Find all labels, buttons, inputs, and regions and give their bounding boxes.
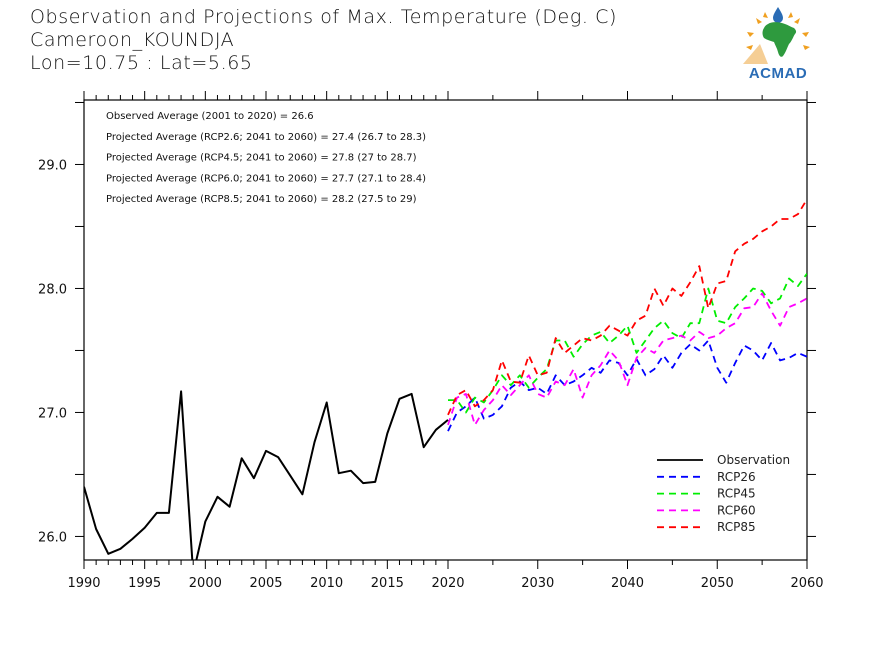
legend-label-rcp45: RCP45 — [717, 487, 756, 501]
series-line-rcp60 — [447, 292, 807, 426]
station-coordinates: Lon=10.75 : Lat=5.65 — [30, 52, 253, 74]
x-tick-label: 2020 — [431, 576, 464, 591]
legend-label-rcp85: RCP85 — [717, 520, 756, 534]
legend-label-observation: Observation — [717, 453, 790, 467]
x-tick-label: 2030 — [521, 576, 554, 591]
x-tick-label: 2010 — [310, 576, 343, 591]
x-tick-label: 1990 — [67, 576, 100, 591]
x-axis-labels: 1990 1995 2000 2005 2010 2015 2020 2030 2040 2050… — [67, 576, 823, 591]
x-tick-label: 2000 — [189, 576, 222, 591]
acmad-logo: ACMAD — [738, 4, 818, 84]
legend-label-rcp60: RCP60 — [717, 503, 756, 517]
average-annotation: Projected Average (RCP8.5; 2041 to 2060)… — [106, 194, 417, 205]
x-tick-label: 2050 — [701, 576, 734, 591]
series-line-rcp85 — [447, 198, 807, 416]
legend: Observation RCP26 RCP45 RCP60 RCP85 — [657, 453, 790, 534]
y-tick-label: 28.0 — [38, 282, 67, 297]
axis-ticks — [75, 91, 816, 569]
average-annotation: Projected Average (RCP2.6; 2041 to 2060)… — [106, 132, 426, 143]
y-tick-label: 27.0 — [38, 406, 67, 421]
series-line-rcp26 — [447, 339, 807, 432]
series-line-rcp45 — [448, 273, 807, 414]
title-block: Observation and Projections of Max. Temp… — [30, 6, 617, 75]
acmad-logo-text: ACMAD — [748, 65, 808, 82]
y-axis-labels: 26.0 27.0 28.0 29.0 — [38, 158, 67, 545]
chart-title: Observation and Projections of Max. Temp… — [30, 6, 618, 28]
y-tick-label: 26.0 — [38, 530, 67, 545]
plot-frame — [83, 99, 808, 561]
x-tick-label: 2005 — [249, 576, 282, 591]
x-tick-label: 2015 — [371, 576, 404, 591]
average-annotation: Projected Average (RCP4.5; 2041 to 2060)… — [106, 153, 417, 164]
legend-label-rcp26: RCP26 — [717, 470, 756, 484]
x-tick-label: 1995 — [128, 576, 161, 591]
station-name: Cameroon_KOUNDJA — [30, 29, 235, 51]
series-group — [84, 198, 807, 560]
series-line-observation — [84, 390, 449, 560]
x-tick-label: 2040 — [611, 576, 644, 591]
annotations: Observed Average (2001 to 2020) = 26.6 Pr… — [106, 111, 426, 205]
y-tick-label: 29.0 — [38, 158, 67, 173]
x-tick-label: 2060 — [790, 576, 823, 591]
average-annotation: Projected Average (RCP6.0; 2041 to 2060)… — [106, 173, 426, 184]
africa-logo-icon — [743, 7, 810, 64]
average-annotation: Observed Average (2001 to 2020) = 26.6 — [106, 111, 314, 122]
